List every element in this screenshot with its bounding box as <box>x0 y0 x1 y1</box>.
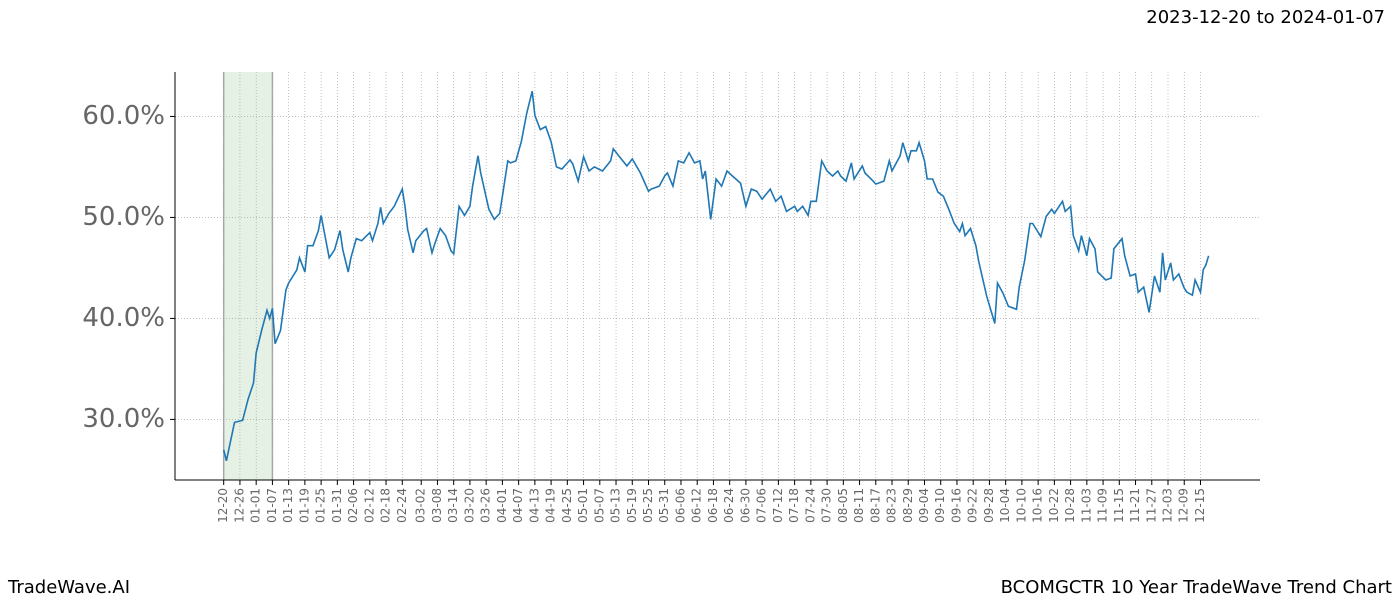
x-tick-label: 03-02 <box>414 488 428 523</box>
x-tick-label: 11-03 <box>1079 488 1093 523</box>
x-tick-label: 01-07 <box>265 488 279 523</box>
x-tick-label: 01-31 <box>330 488 344 523</box>
x-tick-label: 06-12 <box>690 488 704 523</box>
x-tick-label: 04-01 <box>495 488 509 523</box>
chart-title: 2023-12-20 to 2024-01-07 <box>1146 7 1385 28</box>
x-tick-label: 10-22 <box>1047 488 1061 523</box>
x-tick-label: 03-26 <box>479 488 493 523</box>
x-tick-label: 03-14 <box>446 488 460 523</box>
x-tick-label: 06-30 <box>738 488 752 523</box>
x-tick-label: 05-01 <box>576 488 590 523</box>
x-tick-label: 09-22 <box>966 488 980 523</box>
x-tick-label: 05-19 <box>625 488 639 523</box>
x-tick-label: 08-29 <box>901 488 915 523</box>
x-tick-label: 09-16 <box>949 488 963 523</box>
x-tick-label: 09-10 <box>933 488 947 523</box>
x-tick-label: 05-25 <box>641 488 655 523</box>
x-tick-label: 01-25 <box>314 488 328 523</box>
x-tick-label: 06-06 <box>673 488 687 523</box>
x-tick-label: 04-07 <box>511 488 525 523</box>
x-tick-label: 01-19 <box>297 488 311 523</box>
x-tick-label: 08-05 <box>836 488 850 523</box>
y-tick-label: 60.0% <box>82 101 165 131</box>
x-tick-label: 05-31 <box>657 488 671 523</box>
highlight-range <box>223 72 273 480</box>
x-tick-label: 06-18 <box>706 488 720 523</box>
x-tick-label: 07-30 <box>820 488 834 523</box>
x-tick-label: 10-10 <box>1014 488 1028 523</box>
x-tick-label: 11-09 <box>1096 488 1110 523</box>
x-tick-label: 09-28 <box>982 488 996 523</box>
x-tick-label: 03-08 <box>430 488 444 523</box>
x-tick-label: 08-23 <box>885 488 899 523</box>
x-tick-label: 02-06 <box>346 488 360 523</box>
x-tick-label: 05-13 <box>609 488 623 523</box>
x-tick-label: 07-18 <box>787 488 801 523</box>
x-tick-label: 07-12 <box>771 488 785 523</box>
footer-right: BCOMGCTR 10 Year TradeWave Trend Chart <box>1001 577 1392 598</box>
x-tick-label: 11-27 <box>1144 488 1158 523</box>
x-tick-label: 10-16 <box>1031 488 1045 523</box>
y-tick-label: 30.0% <box>82 404 165 434</box>
y-tick-label: 40.0% <box>82 303 165 333</box>
x-tick-label: 12-26 <box>232 488 246 523</box>
x-tick-label: 12-20 <box>216 488 230 523</box>
x-tick-label: 01-13 <box>281 488 295 523</box>
x-tick-label: 04-19 <box>544 488 558 523</box>
footer-left: TradeWave.AI <box>7 577 130 598</box>
x-tick-label: 01-01 <box>249 488 263 523</box>
x-tick-label: 12-03 <box>1161 488 1175 523</box>
x-tick-label: 10-28 <box>1063 488 1077 523</box>
x-tick-label: 04-13 <box>527 488 541 523</box>
trend-line <box>222 91 1210 461</box>
x-tick-label: 08-11 <box>852 488 866 523</box>
x-tick-label: 02-18 <box>379 488 393 523</box>
x-tick-label: 06-24 <box>722 488 736 523</box>
x-tick-label: 04-25 <box>560 488 574 523</box>
x-tick-label: 08-17 <box>868 488 882 523</box>
x-tick-label: 02-12 <box>362 488 376 523</box>
x-tick-label: 12-09 <box>1177 488 1191 523</box>
y-tick-label: 50.0% <box>82 202 165 232</box>
x-tick-label: 02-24 <box>395 488 409 523</box>
x-tick-label: 03-20 <box>462 488 476 523</box>
x-tick-label: 05-07 <box>592 488 606 523</box>
x-tick-label: 11-15 <box>1112 488 1126 523</box>
x-tick-label: 11-21 <box>1128 488 1142 523</box>
x-tick-label: 07-06 <box>755 488 769 523</box>
x-tick-label: 09-04 <box>917 488 931 523</box>
x-tick-label: 07-24 <box>803 488 817 523</box>
x-tick-label: 10-04 <box>998 488 1012 523</box>
x-tick-label: 12-15 <box>1193 488 1207 523</box>
